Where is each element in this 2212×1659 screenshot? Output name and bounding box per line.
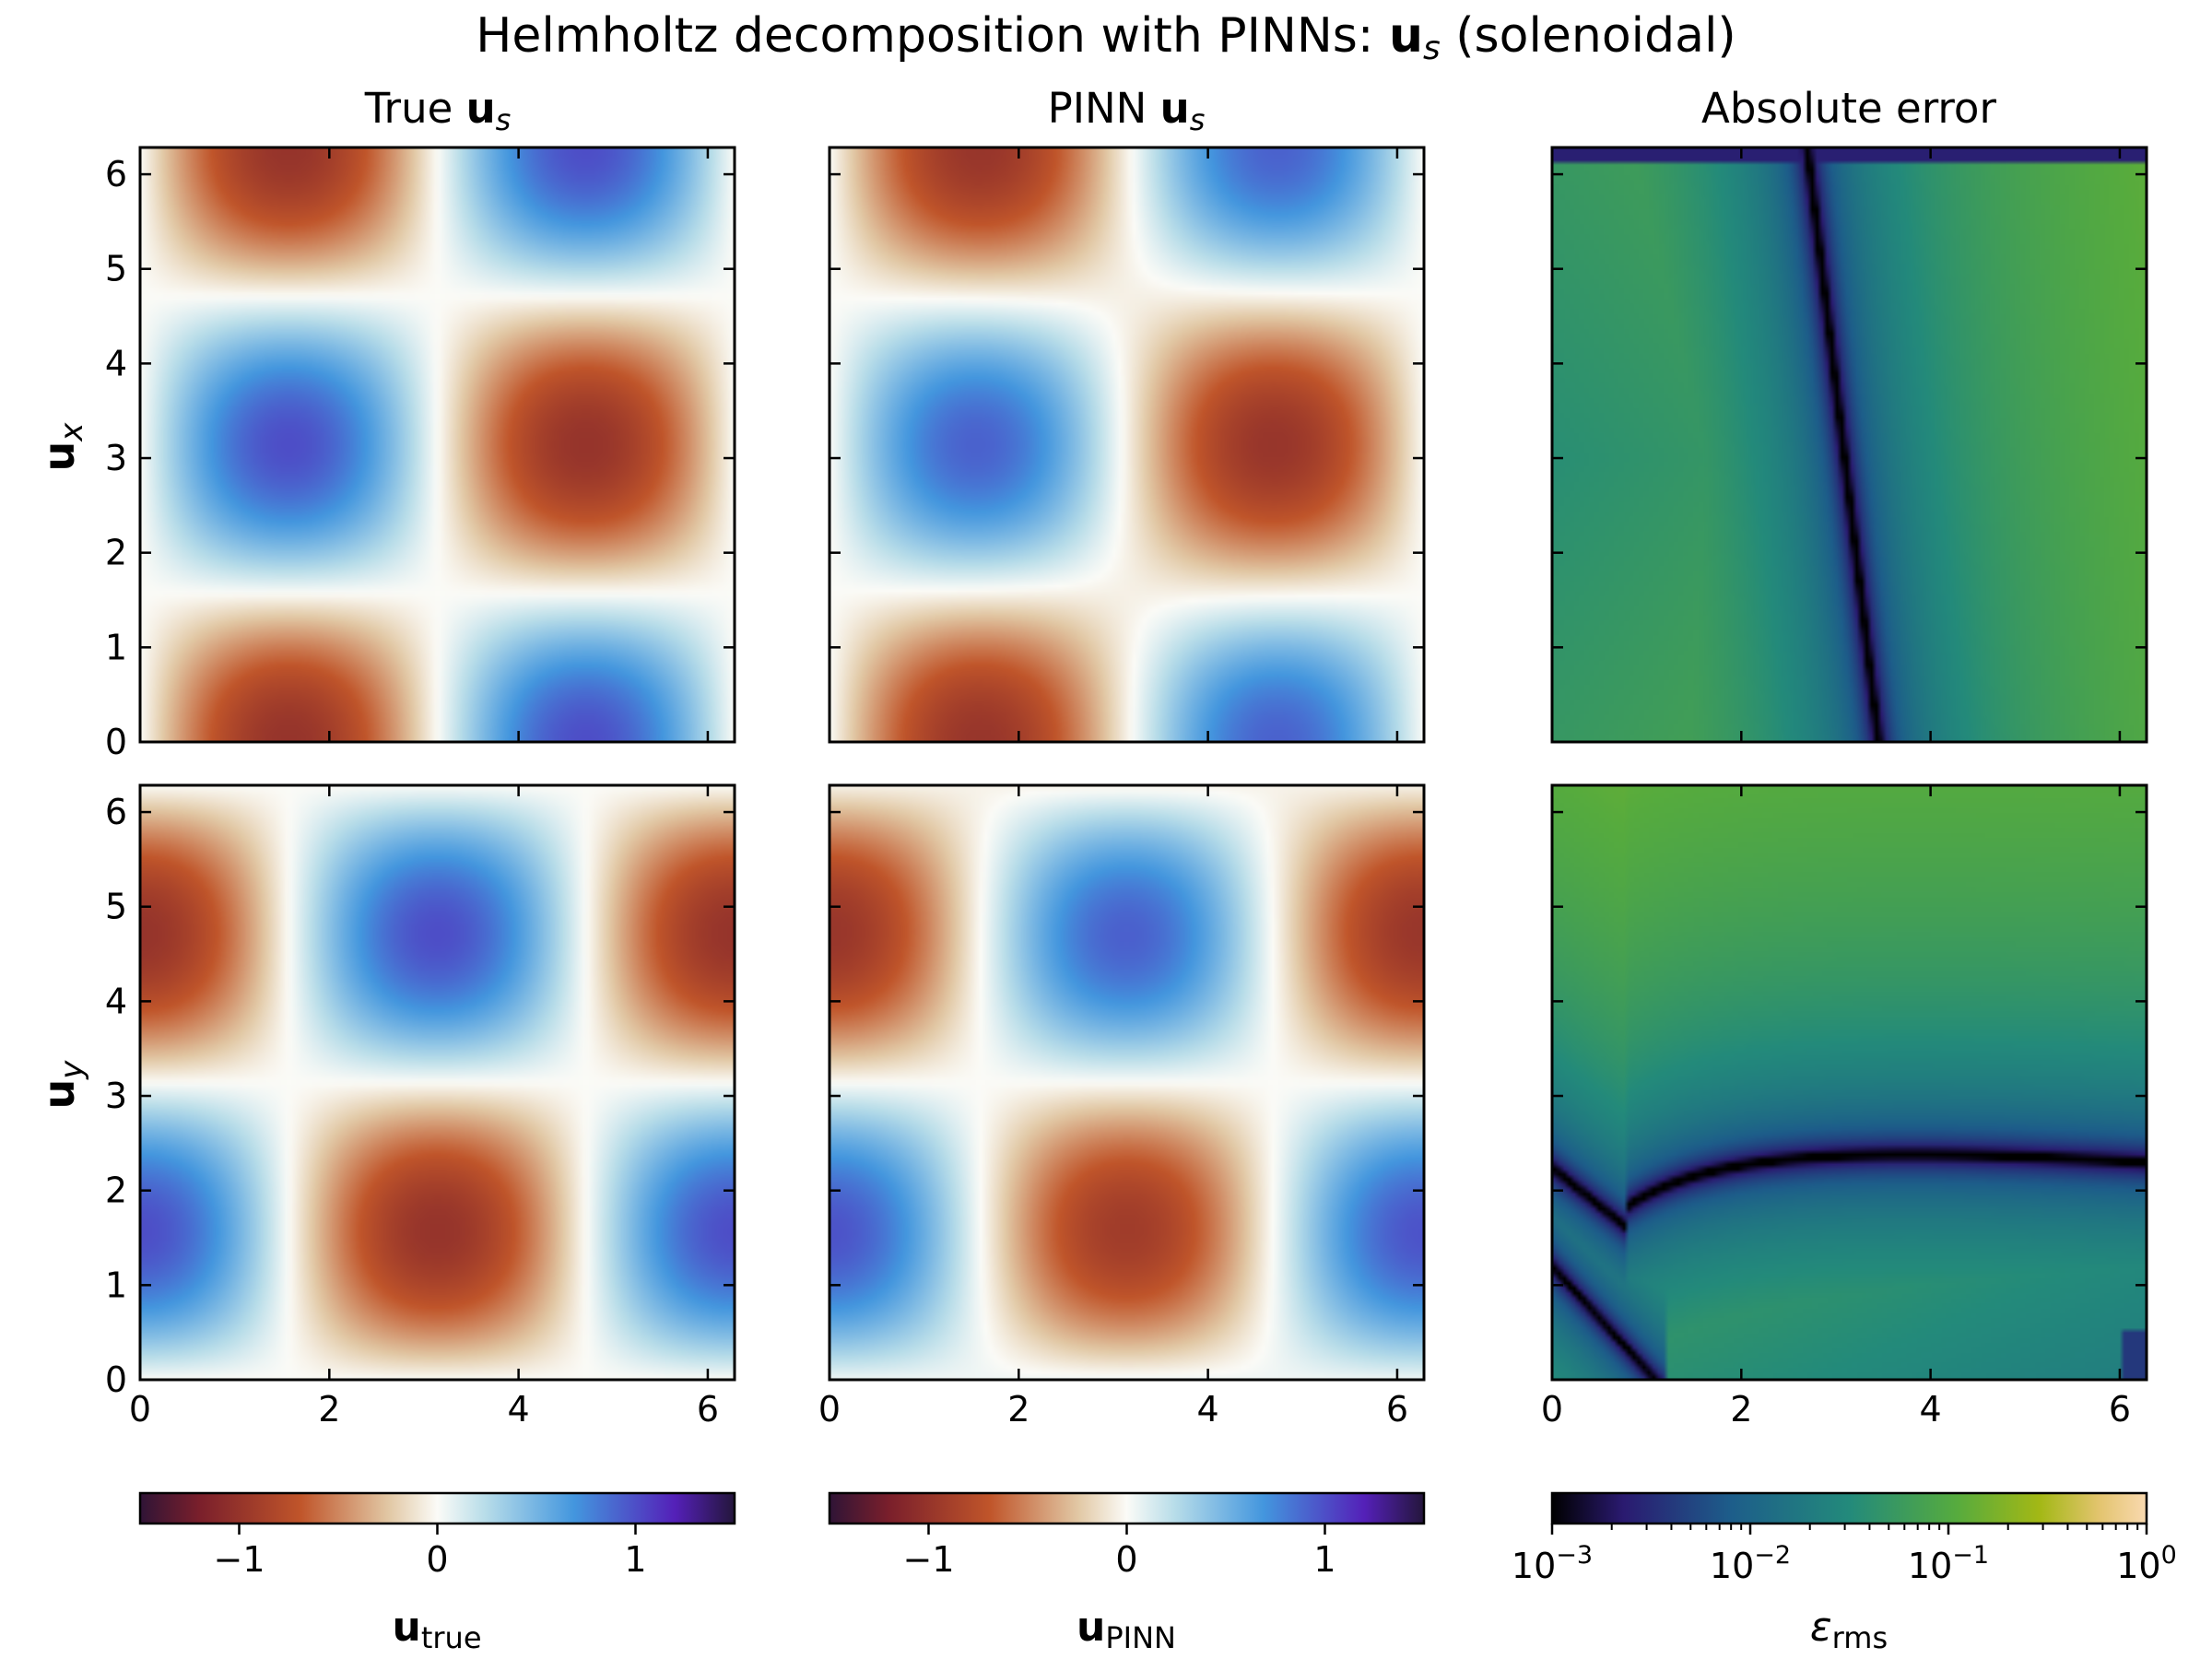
panel-uy-pinn — [828, 783, 1426, 1382]
row-label-ux: ux — [34, 422, 90, 472]
colorbar-tick-label: −1 — [213, 1539, 265, 1580]
colorbar-gradient — [828, 1491, 1426, 1525]
axis-tick-label: 1 — [105, 1265, 127, 1305]
colorbar-label: εrms — [1810, 1604, 1888, 1655]
axis-tick-label: 4 — [1197, 1389, 1219, 1430]
panel-uy-error — [1550, 783, 2148, 1382]
axis-tick-label: 0 — [818, 1389, 841, 1430]
axis-tick-label: 2 — [318, 1389, 340, 1430]
axis-tick-label: 0 — [105, 1359, 127, 1400]
colorbar-tick-label: 10−2 — [1710, 1541, 1791, 1586]
axis-tick-label: 2 — [1007, 1389, 1030, 1430]
panel-ux-error — [1550, 146, 2148, 744]
panel-frame — [1550, 146, 2148, 744]
axis-tick-label: 6 — [1386, 1389, 1408, 1430]
axis-tick-label: 2 — [105, 533, 127, 573]
heatmap-uy-pinn — [830, 785, 1424, 1380]
axis-ticks: 0 1 2 3 4 5 6 0 2 4 6 0 1 2 3 4 5 6 0 2 4 6 0 2 4 6 — [105, 147, 2147, 1430]
colorbar-tick-label: −1 — [902, 1539, 954, 1580]
axis-tick-label: 3 — [105, 1076, 127, 1116]
colorbar-tick-label: 0 — [1115, 1539, 1137, 1580]
panel-ux-pinn — [828, 146, 1426, 744]
axis-tick-label: 0 — [129, 1389, 151, 1430]
axis-tick-label: 4 — [508, 1389, 530, 1430]
colorbar-tick-label: 10−1 — [1908, 1541, 1989, 1586]
column-title-error: Absolute error — [1701, 84, 1996, 133]
axis-tick-label: 4 — [105, 343, 127, 383]
heatmap-uy-true — [140, 785, 735, 1380]
colorbar-minor-ticks — [1610, 1524, 2139, 1530]
heatmap-ux-true — [140, 147, 735, 742]
axis-tick-label: 6 — [105, 792, 127, 832]
axis-tick-label: 6 — [2109, 1389, 2131, 1430]
axis-tick-label: 2 — [1730, 1389, 1752, 1430]
colorbar-tick-label: 1 — [624, 1539, 646, 1580]
panel-frame — [1550, 783, 2148, 1382]
row-label-uy: uy — [34, 1060, 90, 1110]
heatmap-uy-error — [1552, 785, 2147, 1380]
panel-uy-true — [138, 783, 736, 1382]
axis-tick-label: 5 — [105, 249, 127, 289]
heatmap-ux-error — [1552, 147, 2147, 742]
colorbar-gradient — [1550, 1491, 2148, 1525]
axis-tick-label: 3 — [105, 438, 127, 478]
column-title-pinn: PINN us — [1048, 84, 1206, 137]
axis-tick-label: 0 — [105, 722, 127, 762]
figure-title: Helmholtz decomposition with PINNs: us (… — [476, 8, 1735, 67]
panel-ux-true — [138, 146, 736, 744]
colorbar-tick-label: 0 — [426, 1539, 448, 1580]
axis-tick-label: 5 — [105, 887, 127, 927]
column-title-true: True us — [364, 84, 512, 137]
heatmap-ux-pinn — [830, 147, 1424, 742]
colorbar-tick-label: 10−3 — [1512, 1541, 1593, 1586]
axis-tick-label: 4 — [105, 981, 127, 1021]
colorbar-pinn: −1 0 1 uPINN — [828, 1491, 1426, 1655]
axis-tick-label: 6 — [105, 154, 127, 194]
colorbar-label: uPINN — [1077, 1604, 1176, 1655]
colorbar-gradient — [138, 1491, 736, 1525]
axis-tick-label: 6 — [697, 1389, 719, 1430]
colorbar-error: 10−3 10−2 10−1 100 εrms — [1512, 1491, 2177, 1655]
axis-tick-label: 4 — [1920, 1389, 1942, 1430]
axis-tick-label: 1 — [105, 627, 127, 667]
axis-tick-label: 0 — [1541, 1389, 1563, 1430]
panel-frame — [828, 146, 1426, 744]
panel-frame — [138, 146, 736, 744]
panel-frame — [138, 783, 736, 1382]
colorbar-tick-label: 1 — [1313, 1539, 1335, 1580]
panel-frame — [828, 783, 1426, 1382]
colorbar-tick-label: 100 — [2116, 1541, 2177, 1586]
colorbar-true: −1 0 1 utrue — [138, 1491, 736, 1655]
colorbar-label: utrue — [393, 1604, 482, 1655]
axis-tick-label: 2 — [105, 1171, 127, 1211]
